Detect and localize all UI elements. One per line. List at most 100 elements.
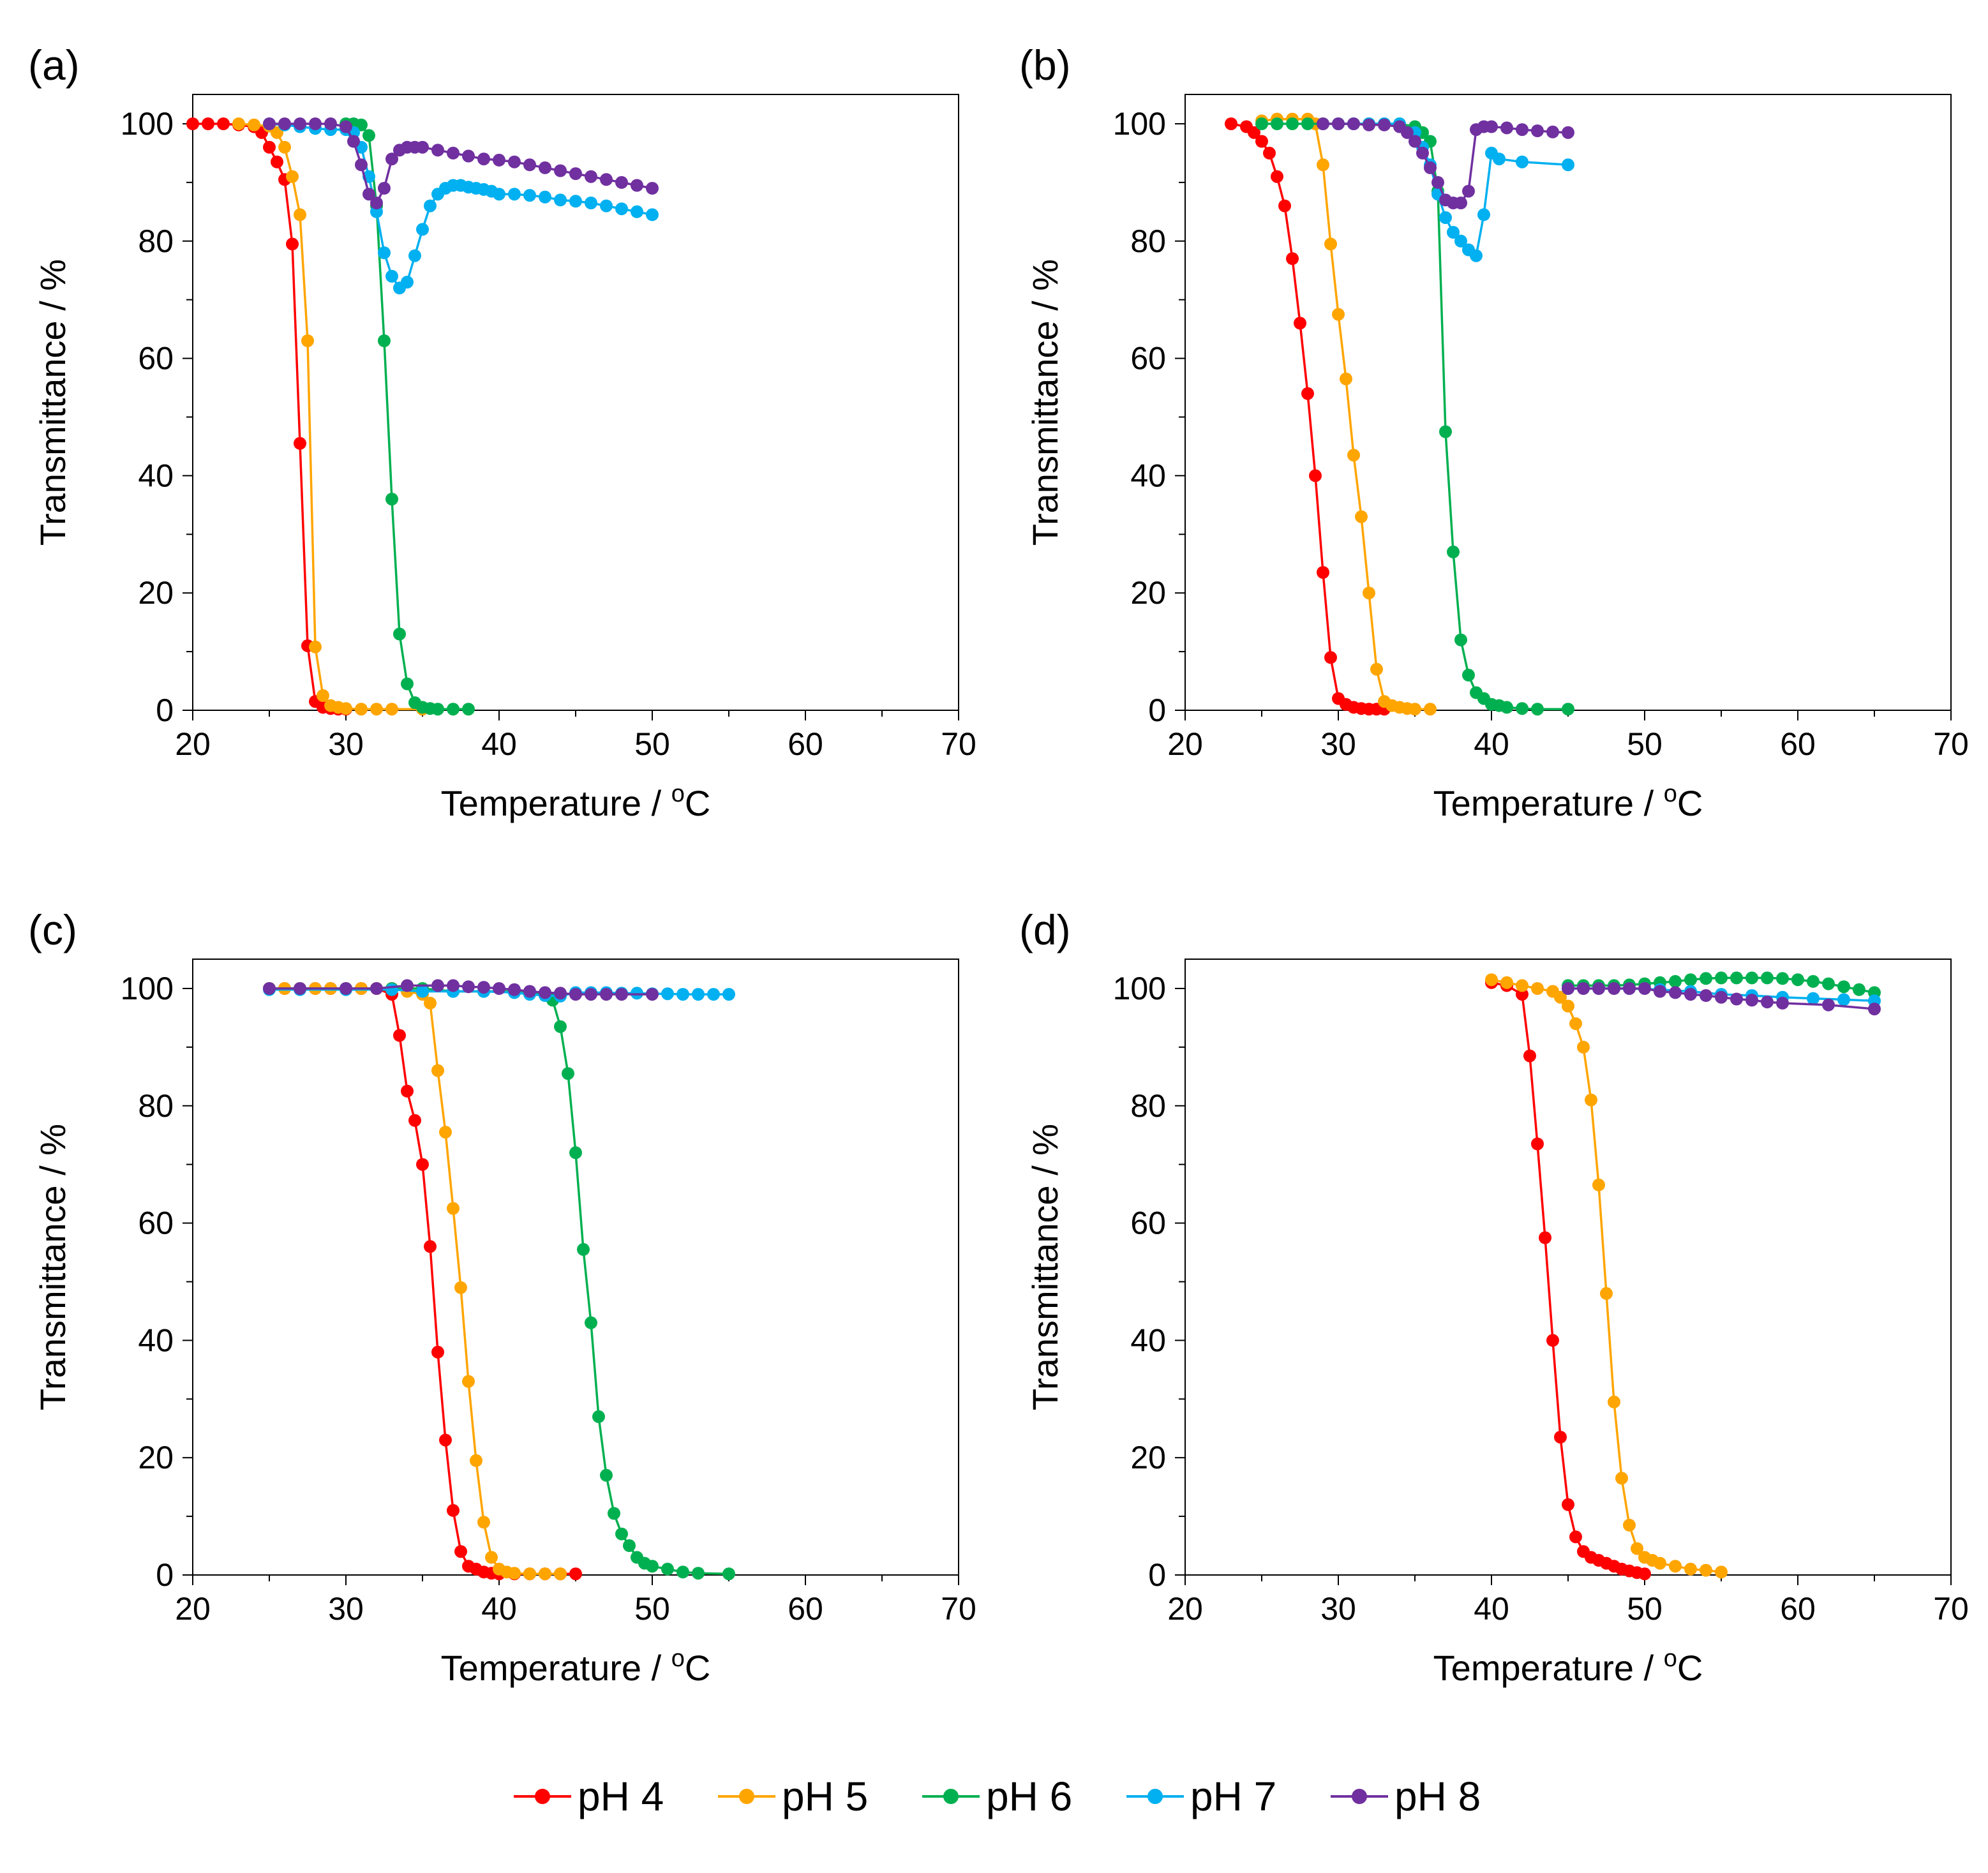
data-point-ph8 bbox=[493, 153, 505, 167]
x-axis-label: Temperature / oC bbox=[441, 1645, 711, 1688]
data-point-ph8 bbox=[1347, 117, 1360, 130]
data-point-ph6 bbox=[661, 1562, 674, 1576]
data-point-ph5 bbox=[539, 1567, 551, 1581]
data-point-ph6 bbox=[1715, 971, 1728, 985]
series-line-ph6 bbox=[269, 987, 729, 1575]
data-point-ph8 bbox=[1562, 126, 1574, 139]
data-point-ph8 bbox=[1409, 135, 1421, 148]
data-point-ph8 bbox=[1577, 982, 1590, 995]
data-point-ph8 bbox=[462, 149, 475, 163]
data-point-ph5 bbox=[1684, 1562, 1697, 1576]
data-point-ph6 bbox=[676, 1565, 689, 1579]
series-line-ph5 bbox=[238, 123, 422, 710]
y-tick-label: 60 bbox=[1130, 341, 1166, 377]
data-point-ph7 bbox=[1447, 226, 1460, 239]
y-axis-label: Transmittance / % bbox=[1025, 259, 1065, 546]
data-point-ph4 bbox=[447, 1504, 460, 1517]
data-point-ph8 bbox=[263, 117, 276, 130]
data-point-ph8 bbox=[324, 117, 337, 130]
series-ph4 bbox=[1225, 117, 1391, 716]
data-point-ph7 bbox=[1470, 249, 1483, 262]
x-axis-label-unit: C bbox=[1677, 1648, 1703, 1688]
y-tick-label: 80 bbox=[1130, 223, 1166, 259]
data-point-ph5 bbox=[1516, 979, 1528, 992]
data-point-ph6 bbox=[1791, 973, 1804, 987]
y-tick-label: 0 bbox=[1148, 1557, 1166, 1593]
data-point-ph7 bbox=[569, 195, 582, 208]
plot-frame bbox=[1185, 94, 1952, 711]
series-line-ph6 bbox=[1262, 123, 1568, 710]
data-point-ph5 bbox=[1340, 372, 1352, 385]
data-point-ph8 bbox=[1516, 123, 1528, 137]
y-tick-label: 20 bbox=[1130, 1440, 1166, 1475]
data-point-ph6 bbox=[393, 627, 406, 641]
data-point-ph7 bbox=[385, 983, 398, 996]
data-point-ph4 bbox=[1317, 566, 1329, 579]
data-point-ph8 bbox=[1715, 990, 1728, 1004]
series-ph5 bbox=[1485, 973, 1728, 1579]
data-point-ph6 bbox=[401, 677, 414, 690]
legend-marker bbox=[1147, 1789, 1163, 1804]
data-point-ph5 bbox=[1623, 1518, 1636, 1532]
x-tick-label: 50 bbox=[1627, 726, 1663, 762]
x-tick-label: 20 bbox=[1167, 726, 1203, 762]
data-point-ph7 bbox=[416, 985, 429, 998]
data-point-ph4 bbox=[416, 1158, 429, 1171]
y-tick-label: 100 bbox=[121, 106, 174, 142]
x-axis-label: Temperature / oC bbox=[441, 780, 711, 823]
data-point-ph5 bbox=[1324, 237, 1337, 251]
data-point-ph7 bbox=[523, 189, 536, 202]
legend-marker bbox=[943, 1789, 959, 1804]
data-point-ph5 bbox=[1592, 1178, 1605, 1191]
series-line-ph5 bbox=[269, 987, 560, 1575]
data-point-ph7 bbox=[676, 988, 689, 1001]
data-point-ph5 bbox=[385, 703, 398, 716]
data-point-ph7 bbox=[615, 202, 628, 216]
data-point-ph8 bbox=[1868, 1003, 1881, 1016]
data-point-ph8 bbox=[1332, 117, 1345, 130]
data-point-ph4 bbox=[1546, 1334, 1559, 1347]
data-point-ph5 bbox=[1363, 586, 1375, 600]
data-point-ph4 bbox=[1562, 1498, 1574, 1511]
data-point-ph4 bbox=[1248, 126, 1260, 139]
y-tick-label: 60 bbox=[138, 341, 174, 377]
data-point-ph5 bbox=[477, 1516, 490, 1529]
legend-item: pH 8 bbox=[1331, 1773, 1481, 1819]
data-point-ph8 bbox=[1608, 982, 1620, 995]
series-line-ph5 bbox=[1491, 978, 1722, 1574]
data-point-ph8 bbox=[340, 120, 352, 133]
data-point-ph8 bbox=[1684, 988, 1697, 1001]
data-point-ph6 bbox=[1454, 633, 1467, 646]
data-point-ph6 bbox=[1255, 117, 1268, 130]
data-point-ph4 bbox=[1278, 199, 1291, 213]
x-axis-label-superscript: o bbox=[671, 1645, 685, 1672]
data-point-ph7 bbox=[1562, 158, 1574, 172]
data-point-ph5 bbox=[317, 689, 329, 702]
data-point-ph8 bbox=[370, 982, 383, 995]
data-point-ph7 bbox=[600, 199, 613, 213]
panel-label: (b) bbox=[1019, 41, 1071, 89]
data-point-ph4 bbox=[569, 1567, 582, 1581]
data-point-ph4 bbox=[1523, 1049, 1536, 1063]
data-point-ph8 bbox=[600, 988, 613, 1001]
data-point-ph4 bbox=[1263, 146, 1276, 160]
data-point-ph4 bbox=[1531, 1137, 1544, 1151]
legend-item: pH 4 bbox=[514, 1773, 664, 1819]
panel-label: (a) bbox=[28, 41, 80, 89]
data-point-ph8 bbox=[1416, 146, 1429, 160]
data-point-ph8 bbox=[1822, 998, 1835, 1011]
data-point-ph8 bbox=[585, 170, 597, 183]
data-point-ph8 bbox=[1592, 982, 1605, 995]
data-point-ph8 bbox=[1730, 992, 1743, 1006]
data-point-ph5 bbox=[447, 1202, 460, 1215]
data-point-ph8 bbox=[1700, 989, 1712, 1002]
y-tick-label: 80 bbox=[1130, 1088, 1166, 1124]
data-point-ph4 bbox=[1294, 317, 1306, 330]
data-point-ph8 bbox=[1363, 118, 1375, 131]
y-tick-label: 100 bbox=[121, 971, 174, 1006]
data-point-ph4 bbox=[393, 1029, 406, 1042]
data-point-ph4 bbox=[1309, 469, 1322, 482]
